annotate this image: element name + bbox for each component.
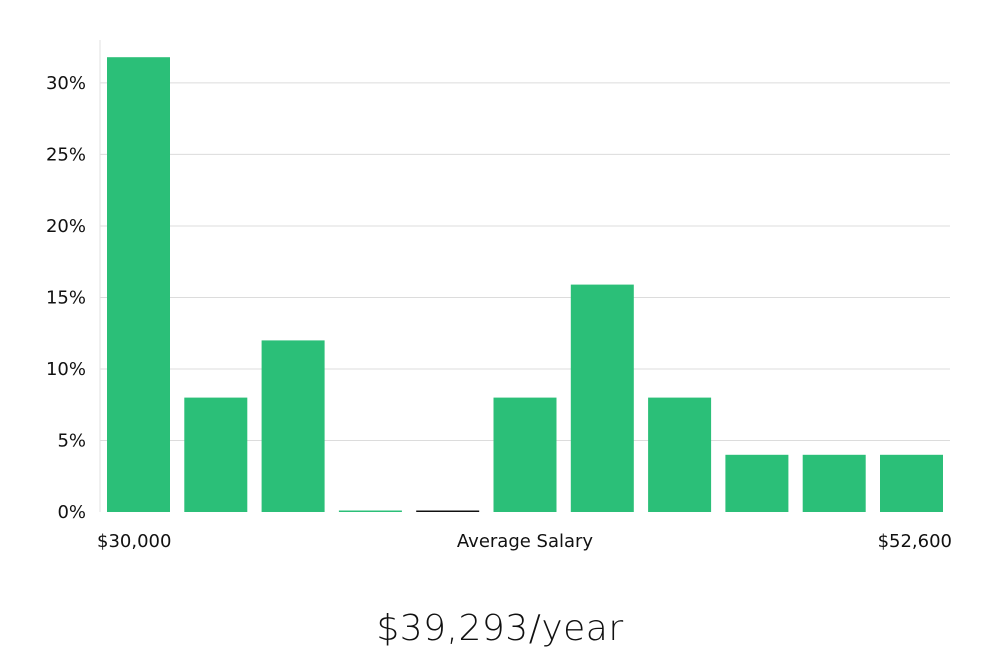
bar-3 xyxy=(338,510,402,512)
salary-distribution-chart: 0% 5% 10% 15% 20% 25% 30% $30,000 Average Sala… xyxy=(46,40,952,552)
x-axis-title: Average Salary xyxy=(457,531,594,552)
bar-4 xyxy=(416,510,480,512)
y-tick-label: 15% xyxy=(46,287,86,308)
bar-2 xyxy=(261,340,325,512)
y-tick-label: 30% xyxy=(46,73,86,94)
bar-0 xyxy=(107,57,170,512)
x-min-label: $30,000 xyxy=(97,531,171,552)
bar-9 xyxy=(802,454,866,512)
gridlines xyxy=(100,82,950,441)
y-tick-label: 10% xyxy=(46,359,86,380)
y-tick-label: 0% xyxy=(57,502,86,523)
bar-5 xyxy=(493,397,557,512)
bar-6 xyxy=(570,284,634,512)
average-salary-summary: $39,293/year xyxy=(376,608,624,649)
y-tick-label: 20% xyxy=(46,216,86,237)
bar-8 xyxy=(725,454,789,512)
bar-7 xyxy=(648,397,712,512)
bars xyxy=(107,57,943,512)
y-tick-label: 5% xyxy=(57,430,86,451)
x-max-label: $52,600 xyxy=(878,531,952,552)
y-tick-label: 25% xyxy=(46,144,86,165)
bar-10 xyxy=(880,454,943,512)
x-axis-labels: $30,000 Average Salary $52,600 xyxy=(97,531,952,552)
bar-1 xyxy=(184,397,248,512)
y-tick-labels: 0% 5% 10% 15% 20% 25% 30% xyxy=(46,73,86,523)
